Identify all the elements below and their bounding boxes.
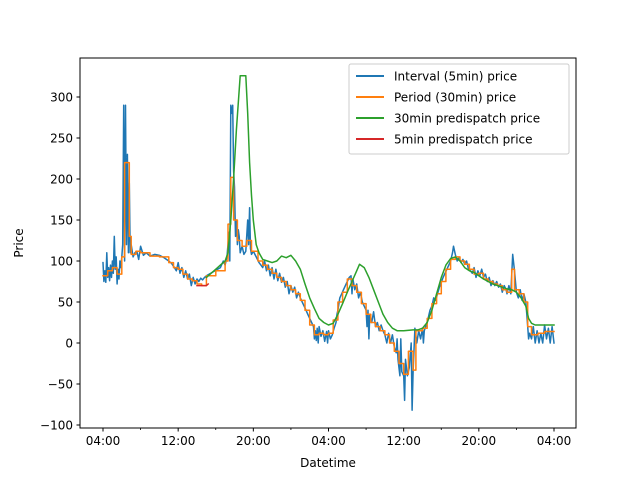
- x-tick-label: 20:00: [462, 434, 497, 448]
- series-line-2: [205, 74, 555, 332]
- legend: Interval (5min) price Period (30min) pri…: [348, 63, 570, 155]
- y-tick-label: −100: [40, 419, 73, 433]
- y-tick-label: 150: [50, 214, 73, 228]
- y-tick-label: 100: [50, 255, 73, 269]
- y-tick-label: 0: [65, 337, 73, 351]
- y-tick-label: −50: [48, 378, 73, 392]
- x-tick-label: 20:00: [236, 434, 271, 448]
- x-tick-label: 04:00: [86, 434, 121, 448]
- x-tick-label: 04:00: [537, 434, 572, 448]
- x-tick-label: 04:00: [311, 434, 346, 448]
- x-tick-label: 12:00: [161, 434, 196, 448]
- legend-label-period-30min: Period (30min) price: [394, 91, 516, 105]
- legend-item-interval-5min: Interval (5min) price: [356, 70, 517, 84]
- legend-item-30min-predispatch: 30min predispatch price: [356, 112, 540, 126]
- legend-label-5min-predispatch: 5min predispatch price: [394, 133, 533, 147]
- y-tick-label: 50: [58, 296, 73, 310]
- x-axis: 04:00 12:00 20:00 04:00 12:00 20:00 04:00: [86, 428, 572, 448]
- y-tick-label: 300: [50, 91, 73, 105]
- y-tick-label: 200: [50, 173, 73, 187]
- legend-item-5min-predispatch: 5min predispatch price: [356, 133, 533, 147]
- legend-item-period-30min: Period (30min) price: [356, 91, 516, 105]
- x-tick-label: 12:00: [386, 434, 421, 448]
- y-axis-label: Price: [12, 228, 26, 257]
- series-layer: [102, 74, 555, 411]
- y-tick-label: 250: [50, 132, 73, 146]
- y-axis: −100 −50 0 50 100 150 200 250 300: [40, 91, 80, 433]
- legend-label-interval-5min: Interval (5min) price: [394, 70, 517, 84]
- series-line-3: [196, 282, 210, 287]
- x-axis-label: Datetime: [300, 456, 356, 470]
- legend-box: [348, 63, 570, 155]
- series-line-1: [102, 161, 555, 375]
- legend-label-30min-predispatch: 30min predispatch price: [394, 112, 540, 126]
